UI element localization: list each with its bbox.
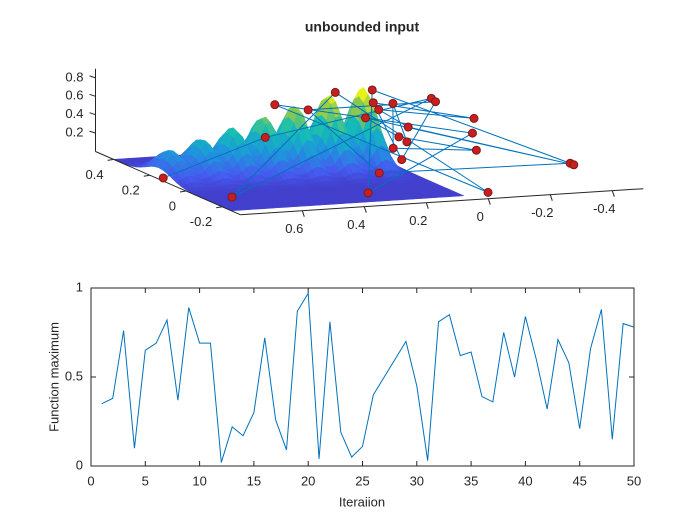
sample-point: [368, 98, 378, 108]
z-tick-label: 0.2: [65, 125, 83, 140]
sample-point: [227, 192, 237, 202]
sample-point: [158, 173, 168, 183]
y-tick-label: -0.2: [190, 214, 212, 229]
x-tick-label: -0.2: [531, 205, 553, 220]
y-tick-label: 0: [76, 457, 83, 472]
y-tick-label: 1: [76, 279, 83, 294]
x-tick-label: 0.2: [409, 213, 427, 228]
sample-point: [394, 132, 404, 142]
y-tick-label: 0: [169, 198, 176, 213]
sample-point: [374, 105, 384, 115]
z-tick: [89, 75, 96, 79]
y-tick: [179, 190, 187, 193]
x-tick-label: 50: [627, 473, 641, 488]
sample-point: [569, 160, 579, 170]
y-axis-label: Function maximum: [46, 322, 61, 432]
x-axis-line: [240, 188, 644, 216]
x-tick: [611, 190, 615, 197]
sample-point: [467, 128, 477, 138]
z-tick: [89, 130, 96, 134]
sample-point: [374, 168, 384, 178]
data-line: [101, 291, 635, 463]
x-tick-label: 0.4: [347, 217, 365, 232]
sample-point: [388, 98, 398, 108]
x-tick: [363, 206, 367, 213]
sample-point: [431, 97, 440, 107]
y-tick: [143, 174, 150, 177]
sample-point: [260, 132, 270, 142]
x-tick: [425, 202, 429, 209]
x-tick: [301, 210, 305, 217]
x-tick-label: 20: [301, 473, 315, 488]
x-tick-label: 30: [410, 473, 424, 488]
z-tick: [89, 93, 96, 97]
x-tick: [487, 198, 491, 205]
x-tick-label: 35: [464, 473, 478, 488]
x-tick-label: 0: [87, 473, 94, 488]
z-tick-label: 0.8: [65, 69, 83, 84]
plot-area: [90, 287, 635, 467]
z-tick-label: 0.4: [65, 106, 83, 121]
x-tick-label: -0.4: [593, 201, 615, 216]
sample-point: [363, 188, 373, 198]
sample-point: [469, 113, 479, 123]
z-tick-label: 0.6: [65, 88, 83, 103]
x-tick-label: 0: [477, 209, 484, 224]
sample-point: [483, 187, 493, 197]
y-axis-line: [95, 151, 241, 216]
x-tick-label: 5: [142, 473, 149, 488]
sample-point: [270, 100, 280, 110]
surface: [113, 86, 464, 212]
sample-point: [403, 122, 413, 132]
sample-point: [367, 85, 377, 95]
sample-point: [303, 105, 313, 115]
y-tick-label: 0.4: [86, 167, 104, 182]
x-axis-label: Iteraiion: [339, 494, 385, 509]
sample-point: [397, 155, 407, 165]
sample-point: [388, 143, 398, 153]
y-tick: [216, 206, 223, 209]
x-tick-label: 40: [518, 473, 532, 488]
y-tick-label: 0.2: [122, 183, 140, 198]
x-tick-label: 25: [355, 473, 369, 488]
x-tick-label: 45: [572, 473, 586, 488]
sample-point: [402, 137, 412, 147]
z-tick: [89, 112, 96, 116]
chart-title: unbounded input: [305, 19, 420, 35]
y-tick: [107, 158, 114, 161]
y-tick-label: 0.5: [65, 368, 83, 383]
sample-point: [361, 113, 371, 123]
sample-point: [330, 87, 340, 97]
sample-point: [471, 145, 481, 155]
x-tick-label: 15: [247, 473, 261, 488]
x-tick-label: 10: [192, 473, 206, 488]
x-tick: [549, 194, 553, 201]
x-tick-label: 0.6: [285, 221, 303, 236]
